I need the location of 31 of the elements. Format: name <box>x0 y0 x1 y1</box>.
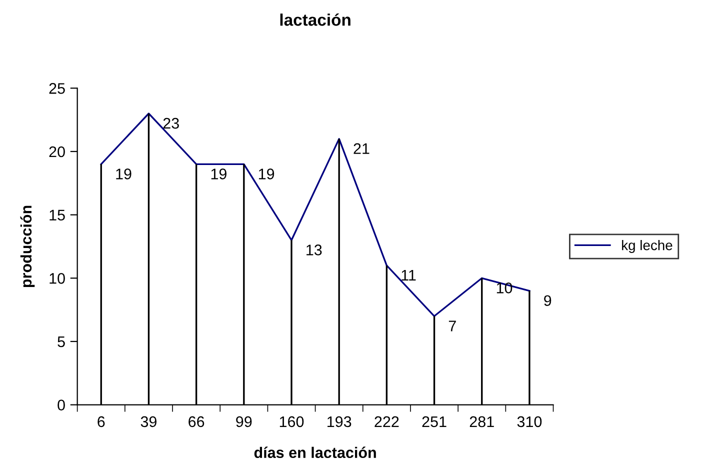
data-label: 19 <box>116 168 132 180</box>
data-label: 10 <box>496 282 512 294</box>
y-axis-title: producción <box>20 206 35 288</box>
data-label: 19 <box>211 168 226 180</box>
line-series <box>100 112 530 317</box>
data-label: 9 <box>544 295 552 306</box>
data-label: 23 <box>163 118 179 129</box>
x-tick-label: 6 <box>98 416 105 428</box>
y-tick-label: 25 <box>49 83 65 94</box>
y-tick-label: 15 <box>50 210 65 221</box>
x-tick-label: 66 <box>188 416 204 428</box>
y-tick-label: 5 <box>58 336 65 348</box>
data-label: 21 <box>354 143 370 154</box>
x-tick-label: 251 <box>422 416 446 428</box>
y-tick-label: 0 <box>58 400 65 410</box>
x-tick-label: 39 <box>140 416 156 428</box>
x-tick-label: 281 <box>470 416 494 428</box>
y-tick-label: 10 <box>50 273 65 284</box>
data-label: 13 <box>306 244 322 256</box>
x-axis-title: días en lactación <box>254 446 376 458</box>
chart-title: lactación <box>280 13 350 26</box>
x-tick-label: 160 <box>280 416 304 428</box>
data-label: 11 <box>402 270 416 281</box>
x-tick-label: 310 <box>517 416 542 428</box>
x-tick-label: 222 <box>374 416 399 427</box>
y-tick-label: 20 <box>49 146 65 158</box>
x-tick-label: 99 <box>236 416 252 428</box>
x-tick-label: 193 <box>328 416 352 428</box>
data-label: 7 <box>448 320 456 332</box>
legend-label: kg leche <box>622 240 672 253</box>
data-label: 19 <box>258 168 274 180</box>
